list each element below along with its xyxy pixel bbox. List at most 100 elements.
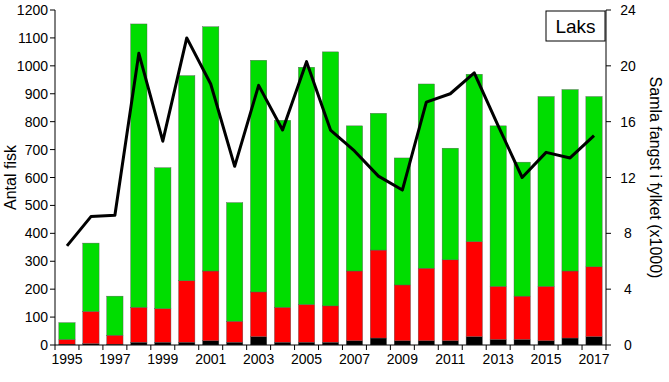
bar <box>131 24 147 307</box>
y2-tick-label: 20 <box>620 58 636 74</box>
y-tick <box>50 93 55 94</box>
bar <box>418 84 434 268</box>
bar <box>490 339 506 345</box>
bar <box>466 74 482 242</box>
x-tick-label: 2015 <box>531 351 562 367</box>
x-tick-label: 2011 <box>435 351 465 367</box>
bar <box>418 341 434 345</box>
y-tick <box>50 289 55 290</box>
y2-tick <box>606 177 611 178</box>
bar <box>562 271 578 338</box>
x-tick <box>222 345 223 350</box>
x-tick-label: 1995 <box>51 351 82 367</box>
y-tick-label: 100 <box>25 309 49 325</box>
y2-tick <box>606 65 611 66</box>
title: Laks <box>555 16 595 37</box>
y-tick-label: 900 <box>25 86 49 102</box>
line <box>67 38 594 246</box>
x-tick <box>414 345 415 350</box>
x-tick <box>342 345 343 350</box>
bar <box>179 76 195 281</box>
y2-tick-label: 12 <box>620 170 636 186</box>
y-tick <box>50 261 55 262</box>
y2-axis-title: Samla fangst i fylket (x1000) <box>647 77 664 279</box>
y-tick <box>50 233 55 234</box>
y-tick <box>50 65 55 66</box>
y-tick-label: 0 <box>40 337 48 353</box>
marks <box>59 24 602 345</box>
bar <box>83 243 99 311</box>
y-tick <box>50 205 55 206</box>
x-tick <box>55 345 56 350</box>
y2-tick <box>606 289 611 290</box>
bar <box>107 335 123 344</box>
x-tick-label: 2013 <box>483 351 514 367</box>
bar <box>298 305 314 343</box>
bar <box>394 285 410 341</box>
y-tick <box>50 37 55 38</box>
y-tick-label: 300 <box>25 253 49 269</box>
y-tick-label: 1100 <box>18 30 48 46</box>
y-tick <box>50 345 55 346</box>
y2-tick-label: 8 <box>624 225 632 241</box>
x-tick <box>462 345 463 350</box>
x-tick-label: 2005 <box>291 351 322 367</box>
y-tick <box>50 317 55 318</box>
bar <box>370 250 386 338</box>
bar <box>155 168 171 309</box>
x-tick <box>318 345 319 350</box>
y-tick-label: 500 <box>25 197 49 213</box>
x-tick <box>246 345 247 350</box>
bar <box>586 97 602 267</box>
bar <box>466 337 482 345</box>
bar <box>514 339 530 345</box>
bar <box>562 90 578 271</box>
bar <box>490 286 506 339</box>
x-tick <box>102 345 103 350</box>
bar <box>442 148 458 260</box>
bar <box>227 321 243 342</box>
x-tick <box>534 345 535 350</box>
y2-tick-label: 16 <box>620 114 636 130</box>
x-tick <box>390 345 391 350</box>
x-tick <box>78 345 79 350</box>
bar <box>274 120 290 307</box>
x-tick-label: 2007 <box>339 351 370 367</box>
y2-tick <box>606 345 611 346</box>
bar <box>538 286 554 340</box>
bar <box>203 271 219 341</box>
bar <box>59 339 75 344</box>
y-tick <box>50 10 55 11</box>
x-tick <box>294 345 295 350</box>
x-tick <box>366 345 367 350</box>
y-tick <box>50 149 55 150</box>
bar <box>131 307 147 342</box>
y-tick-label: 600 <box>25 170 49 186</box>
x-tick <box>198 345 199 350</box>
y2-tick <box>606 10 611 11</box>
y-tick <box>50 177 55 178</box>
bar <box>370 113 386 250</box>
bar <box>514 162 530 296</box>
x-tick <box>174 345 175 350</box>
bar <box>83 312 99 344</box>
bar <box>346 341 362 345</box>
bar <box>274 307 290 342</box>
y2-tick-label: 0 <box>624 337 632 353</box>
title-box <box>546 11 605 41</box>
bar <box>562 338 578 345</box>
y-tick-label: 800 <box>25 114 49 130</box>
bar <box>346 271 362 341</box>
x-tick <box>558 345 559 350</box>
bar <box>298 67 314 304</box>
bar <box>394 341 410 345</box>
y-tick <box>50 121 55 122</box>
x-tick <box>486 345 487 350</box>
chart: 0100200300400500600700800900100011001200… <box>0 0 669 382</box>
bar <box>538 97 554 287</box>
x-tick-label: 2017 <box>578 351 609 367</box>
bar <box>322 52 338 306</box>
y2-tick <box>606 121 611 122</box>
bar <box>514 296 530 339</box>
bar <box>107 296 123 335</box>
